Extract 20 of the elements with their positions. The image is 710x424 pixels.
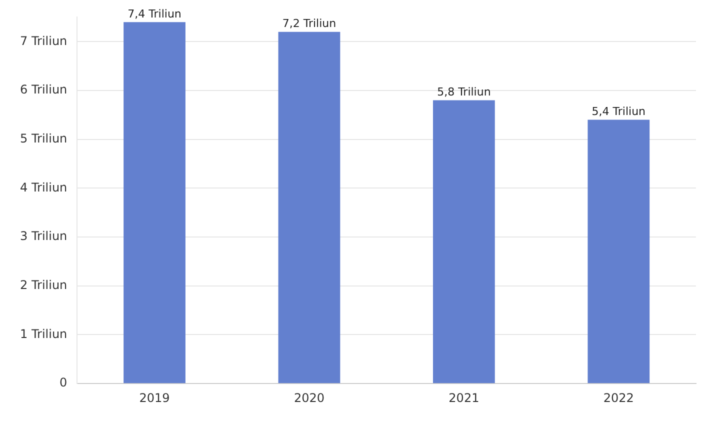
y-tick-label: 7 Triliun: [20, 34, 68, 48]
bar: [278, 32, 340, 384]
data-label: 7,4 Triliun: [128, 7, 182, 20]
bar: [124, 22, 186, 384]
data-label: 5,4 Triliun: [592, 105, 646, 118]
y-tick-label: 2 Triliun: [20, 278, 68, 292]
y-tick-label: 6 Triliun: [20, 82, 68, 97]
y-tick-label: 4 Triliun: [20, 180, 68, 194]
data-label: 5,8 Triliun: [437, 86, 491, 99]
x-tick-label: 2020: [294, 390, 324, 405]
bar: [432, 100, 495, 384]
x-tick-label: 2022: [603, 390, 634, 405]
x-tick-label: 2021: [448, 390, 480, 405]
bar: [588, 120, 650, 384]
data-label: 7,2 Triliun: [282, 17, 336, 30]
y-tick-label: 5 Triliun: [20, 131, 68, 146]
y-tick-label: 0: [60, 376, 68, 390]
y-tick-label: 3 Triliun: [20, 229, 68, 244]
y-tick-label: 1 Triliun: [20, 326, 68, 341]
x-tick-label: 2019: [139, 390, 170, 405]
